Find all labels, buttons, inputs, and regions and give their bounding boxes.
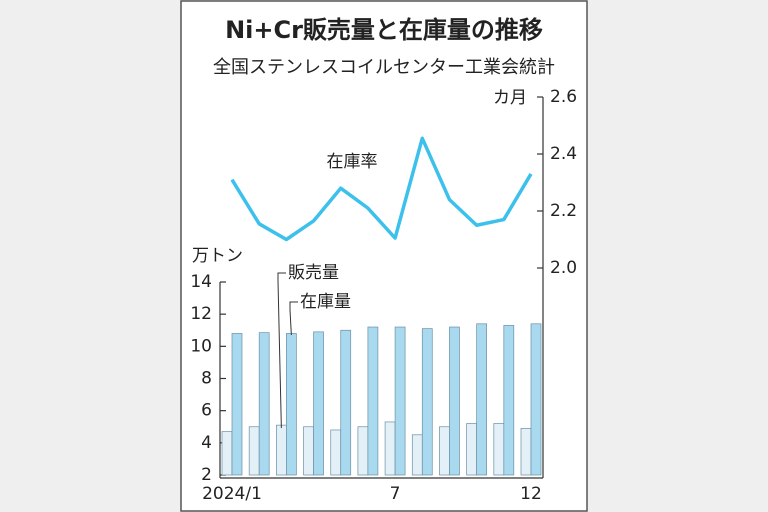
bar — [313, 331, 324, 476]
bar — [286, 333, 297, 476]
bar — [330, 429, 342, 476]
series-label: 販売量 — [288, 263, 339, 283]
y2-tick-label: 2.2 — [550, 201, 577, 221]
x-tick-label: 12 — [520, 484, 542, 504]
bar — [340, 329, 352, 476]
bar — [303, 426, 314, 476]
bar — [384, 421, 396, 476]
bar — [520, 428, 532, 476]
y-tick-label: 4 — [201, 433, 212, 453]
bar — [248, 426, 260, 476]
y-tick-label: 2 — [201, 465, 212, 485]
y-unit: 万トン — [192, 246, 243, 266]
y-tick-label: 12 — [190, 304, 212, 324]
y-tick-label: 14 — [190, 272, 212, 292]
bar — [357, 426, 369, 476]
x-tick-label: 2024/1 — [202, 484, 262, 504]
bar — [421, 328, 433, 476]
bar — [530, 323, 542, 476]
bar — [276, 424, 287, 476]
bar — [231, 333, 243, 476]
y-tick-label: 8 — [201, 369, 212, 389]
bar — [476, 323, 487, 476]
leader-line — [289, 301, 298, 336]
y2-tick-label: 2.0 — [550, 258, 577, 278]
bar — [466, 423, 477, 476]
bar — [221, 431, 233, 476]
bar — [439, 426, 450, 476]
bar — [493, 423, 505, 476]
chart-title: Ni+Cr販売量と在庫量の推移 — [225, 16, 543, 44]
bar — [394, 326, 406, 476]
line — [230, 136, 533, 242]
bar — [449, 326, 460, 476]
series-label: 在庫率 — [327, 152, 378, 172]
bar — [367, 326, 379, 476]
panel — [180, 0, 588, 512]
bar — [411, 434, 423, 476]
y2-tick-label: 2.4 — [550, 144, 577, 164]
y-tick-label: 6 — [201, 401, 212, 421]
y-tick-label: 10 — [190, 336, 212, 356]
series-label: 在庫量 — [300, 292, 351, 312]
y2-unit: カ月 — [493, 88, 527, 108]
bar — [258, 332, 270, 476]
bar — [503, 325, 515, 476]
y2-tick-label: 2.6 — [550, 87, 577, 107]
chart-subtitle: 全国ステンレスコイルセンター工業会統計 — [213, 57, 555, 78]
leader-line — [277, 272, 286, 429]
x-tick-label: 7 — [390, 484, 401, 504]
